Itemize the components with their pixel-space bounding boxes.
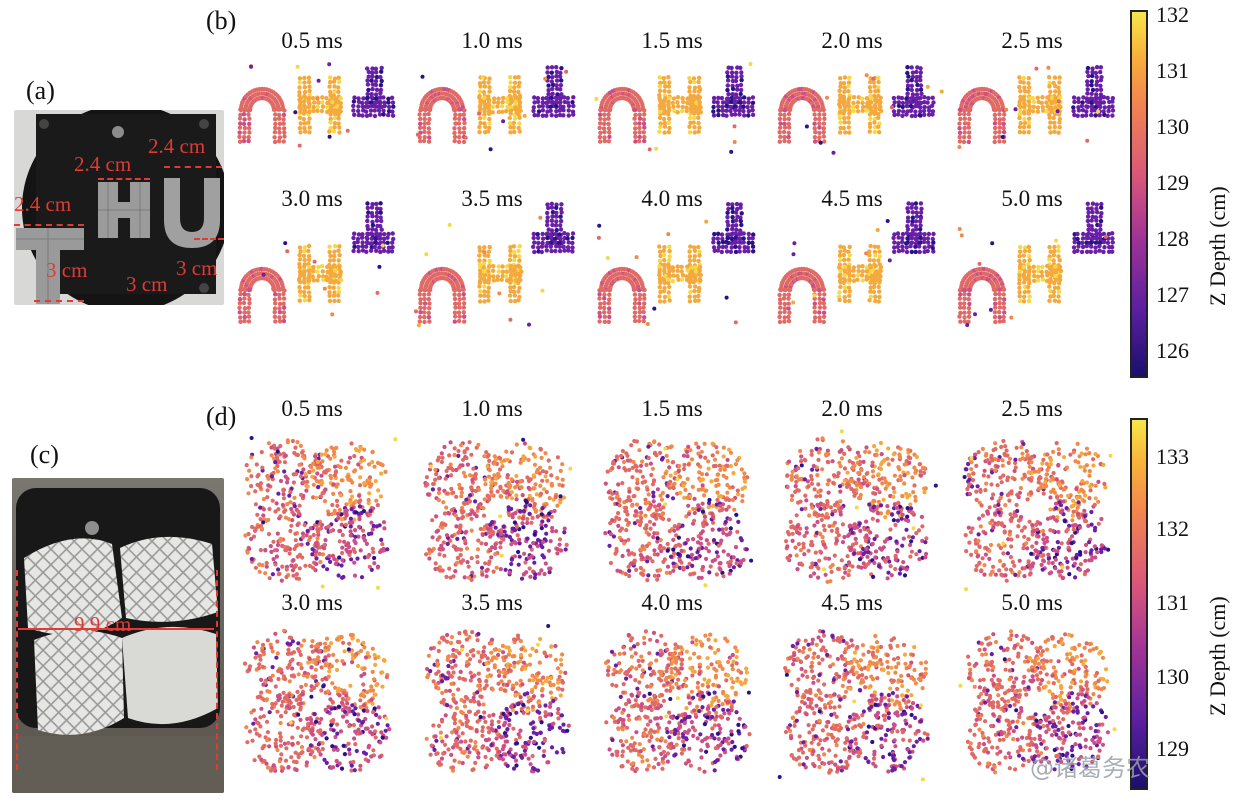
colorbar-b-label: Z Depth (cm) — [1205, 186, 1230, 306]
cb-b-tick-2: 130 — [1156, 114, 1189, 139]
dim-t-width: 2.4 cm — [14, 192, 72, 216]
colorbar-d-label: Z Depth (cm) — [1205, 596, 1230, 716]
cb-d-tick-3: 130 — [1156, 664, 1189, 689]
cb-d-tick-2: 131 — [1156, 590, 1189, 615]
point-cloud-d-0 — [243, 436, 398, 590]
title-b-1: 1.0 ms — [461, 28, 523, 53]
point-cloud-d-5 — [242, 628, 392, 773]
title-d-8: 4.5 ms — [821, 590, 883, 615]
point-cloud-b-7 — [596, 201, 756, 326]
title-d-0: 0.5 ms — [281, 396, 343, 421]
dim-card-width: 9.9 cm — [74, 612, 132, 636]
point-cloud-d-7 — [603, 629, 752, 774]
photo-cards-drawing — [12, 478, 224, 793]
point-cloud-b-9 — [957, 201, 1115, 327]
point-cloud-b-8 — [777, 201, 936, 325]
cb-b-tick-0: 132 — [1156, 2, 1189, 27]
title-b-5: 3.0 ms — [281, 186, 343, 211]
point-cloud-d-9 — [958, 629, 1117, 775]
title-b-0: 0.5 ms — [281, 28, 343, 53]
title-b-8: 4.5 ms — [821, 186, 883, 211]
panel-b-label: (b) — [206, 6, 237, 35]
point-cloud-d-3 — [784, 429, 938, 585]
panel-d-label: (d) — [206, 402, 237, 431]
dim-h-height: 3 cm — [126, 272, 168, 296]
title-d-1: 1.0 ms — [461, 396, 523, 421]
title-d-3: 2.0 ms — [821, 396, 883, 421]
point-cloud-b-4 — [957, 65, 1116, 149]
title-b-2: 1.5 ms — [641, 28, 703, 53]
title-b-3: 2.0 ms — [821, 28, 883, 53]
title-b-6: 3.5 ms — [461, 186, 523, 211]
dim-h-width: 2.4 cm — [74, 152, 132, 176]
point-cloud-b-5 — [237, 201, 396, 324]
dim-arrow-width — [18, 628, 214, 630]
cb-b-tick-3: 129 — [1156, 170, 1189, 195]
dim-line-u — [164, 166, 222, 168]
panel-c-label: (c) — [30, 440, 59, 469]
dim-u-height: 3 cm — [176, 256, 218, 280]
colorbar-d — [1130, 418, 1148, 790]
cb-b-tick-4: 128 — [1156, 226, 1189, 251]
point-cloud-d-4 — [962, 438, 1113, 592]
cb-d-tick-1: 132 — [1156, 516, 1189, 541]
cb-b-tick-5: 127 — [1156, 282, 1189, 307]
point-cloud-b-2 — [594, 62, 756, 154]
photo-thu-drawing — [14, 110, 224, 305]
cb-b-tick-6: 126 — [1156, 338, 1189, 363]
dim-line-t — [14, 224, 84, 226]
title-d-5: 3.0 ms — [281, 590, 343, 615]
dim-t-height: 3 cm — [46, 258, 88, 282]
point-cloud-d-8 — [777, 629, 930, 782]
point-cloud-b-1 — [415, 65, 576, 152]
point-cloud-b-6 — [414, 201, 576, 328]
title-d-9: 5.0 ms — [1001, 590, 1063, 615]
title-b-7: 4.0 ms — [641, 186, 703, 211]
dim-u-width: 2.4 cm — [148, 134, 206, 158]
point-cloud-b-0 — [237, 62, 396, 148]
cb-b-tick-1: 131 — [1156, 58, 1189, 83]
title-b-4: 2.5 ms — [1001, 28, 1063, 53]
dim-line-t-bottom — [34, 300, 84, 302]
dim-line-h — [98, 178, 150, 180]
cb-d-tick-0: 133 — [1156, 444, 1189, 469]
title-d-7: 4.0 ms — [641, 590, 703, 615]
watermark-text: @诸葛务农 — [1030, 754, 1150, 782]
title-d-6: 3.5 ms — [461, 590, 523, 615]
colorbar-b — [1130, 10, 1148, 378]
point-cloud-d-1 — [423, 437, 573, 583]
panel-a-label: (a) — [26, 76, 55, 105]
title-b-9: 5.0 ms — [1001, 186, 1063, 211]
dim-line-right — [216, 570, 218, 770]
photo-cards-target: 9.9 cm — [12, 478, 224, 793]
point-cloud-b-3 — [777, 65, 944, 155]
point-cloud-d-6 — [424, 624, 571, 774]
dim-line-u-bottom — [194, 238, 224, 240]
title-d-2: 1.5 ms — [641, 396, 703, 421]
point-cloud-d-2 — [603, 438, 754, 588]
title-d-4: 2.5 ms — [1001, 396, 1063, 421]
dim-line-left — [16, 570, 18, 770]
cb-d-tick-4: 129 — [1156, 736, 1189, 761]
photo-thu-target: 2.4 cm 2.4 cm 2.4 cm 3 cm 3 cm 3 cm — [14, 110, 224, 305]
